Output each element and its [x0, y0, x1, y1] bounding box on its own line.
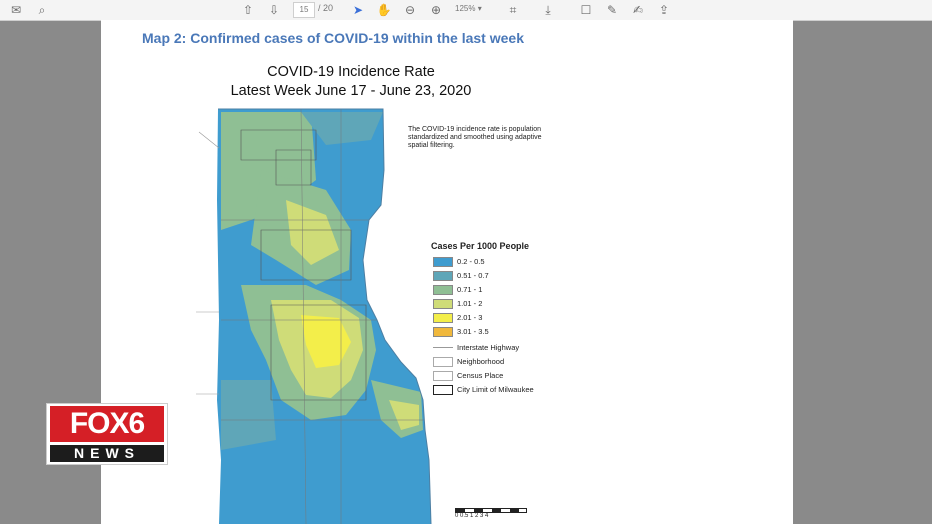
sign-icon[interactable]: ✍: [632, 3, 644, 17]
map-title-line1: COVID-19 Incidence Rate: [267, 64, 435, 80]
legend-swatch: [433, 284, 453, 295]
zoom-value: 125%: [455, 4, 476, 13]
legend-item: 1.01 - 2: [433, 298, 482, 309]
legend-item: 0.51 - 0.7: [433, 270, 489, 281]
pointer-icon[interactable]: ➤: [352, 3, 364, 17]
page-number-input[interactable]: 15: [293, 2, 315, 18]
legend-label: City Limit of Milwaukee: [457, 385, 534, 394]
legend-line-swatch: [433, 356, 453, 367]
up-arrow-icon[interactable]: ⇧: [242, 3, 254, 17]
legend-swatch: [433, 298, 453, 309]
map-note: The COVID-19 incidence rate is populatio…: [408, 126, 542, 149]
legend-label: Census Place: [457, 371, 504, 380]
crop-icon[interactable]: ⌗: [509, 2, 517, 17]
logo-fox6: FOX6: [50, 406, 164, 442]
legend-line-item: City Limit of Milwaukee: [433, 384, 534, 395]
incidence-map: [196, 108, 432, 524]
legend-item: 0.2 - 0.5: [433, 256, 485, 267]
legend-item: 2.01 - 3: [433, 312, 482, 323]
page-total: / 20: [318, 3, 334, 13]
legend-label: 2.01 - 3: [457, 313, 483, 322]
comment-icon[interactable]: ☐: [580, 3, 592, 17]
legend-label: Interstate Highway: [457, 343, 520, 352]
zoom-in-icon[interactable]: ⊕: [430, 3, 442, 17]
scale-bar-labels: 0 0.5 1 2 3 4: [455, 513, 489, 519]
legend-swatch: [433, 270, 453, 281]
zoom-level[interactable]: 125% ▾: [455, 4, 482, 13]
legend-label: 0.2 - 0.5: [457, 257, 485, 266]
legend-title: Cases Per 1000 People: [431, 241, 530, 251]
legend-label: 1.01 - 2: [457, 299, 483, 308]
scale-bar: 0 0.5 1 2 3 4: [455, 508, 527, 519]
legend-item: 3.01 - 3.5: [433, 326, 489, 337]
zoom-out-icon[interactable]: ⊖: [404, 3, 416, 17]
logo-news: NEWS: [50, 445, 164, 462]
legend-line-swatch: [433, 370, 453, 381]
legend-item: 0.71 - 1: [433, 284, 482, 295]
legend-line-item: Census Place: [433, 370, 503, 381]
map-title: COVID-19 Incidence Rate Latest Week June…: [221, 63, 481, 101]
legend-label: Neighborhood: [457, 357, 505, 366]
legend-line-item: Interstate Highway: [433, 342, 519, 353]
down-arrow-icon[interactable]: ⇩: [268, 3, 280, 17]
download-icon[interactable]: ⤓: [545, 2, 551, 17]
share-icon[interactable]: ⇪: [658, 3, 670, 17]
scale-bar-graphic: [455, 508, 527, 513]
pdf-page: Map 2: Confirmed cases of COVID-19 withi…: [101, 20, 793, 524]
legend-line-item: Neighborhood: [433, 356, 504, 367]
legend-line-swatch: [433, 347, 453, 348]
map-heading: Map 2: Confirmed cases of COVID-19 withi…: [142, 30, 524, 46]
legend-swatch: [433, 256, 453, 267]
hand-icon[interactable]: ✋: [376, 3, 392, 17]
map-title-line2: Latest Week June 17 - June 23, 2020: [230, 83, 472, 99]
search-icon[interactable]: ⌕: [38, 2, 46, 17]
pdf-toolbar: ✉ ⌕ ⇧ ⇩ 15 / 20 ➤ ✋ ⊖ ⊕ 125% ▾ ⌗ ⤓ ☐ ✎ ✍…: [0, 0, 932, 21]
mail-icon[interactable]: ✉: [10, 3, 22, 17]
legend-line-swatch: [433, 384, 453, 395]
legend-label: 3.01 - 3.5: [457, 327, 489, 336]
legend-swatch: [433, 326, 453, 337]
legend-label: 0.71 - 1: [457, 285, 483, 294]
fox6-news-logo: FOX6 NEWS: [46, 403, 168, 465]
legend-swatch: [433, 312, 453, 323]
legend-label: 0.51 - 0.7: [457, 271, 489, 280]
pen-icon[interactable]: ✎: [606, 3, 618, 17]
